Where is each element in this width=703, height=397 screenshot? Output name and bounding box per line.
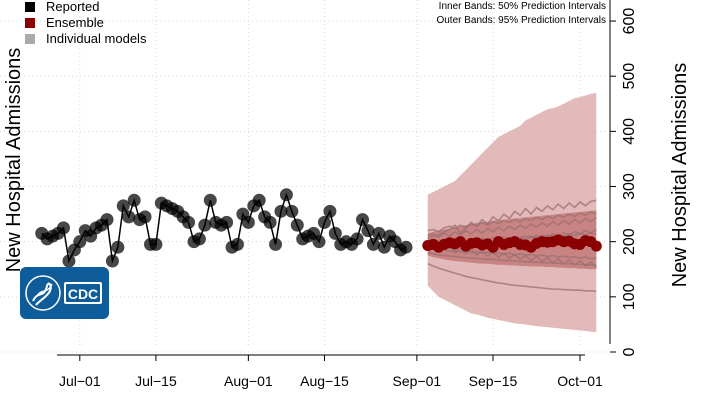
band-95 (427, 92, 597, 333)
reported-point-46 (285, 204, 299, 218)
y-tick-label-4: 400 (621, 118, 638, 145)
y-tick-label-2: 200 (621, 228, 638, 255)
reported-point-62 (372, 226, 386, 240)
reported-point-54 (328, 226, 342, 240)
band-note-outer: Outer Bands: 95% Prediction Intervals (436, 15, 606, 26)
reported-point-59 (356, 213, 370, 227)
y-tick-label-1: 100 (621, 283, 638, 310)
reported-series (35, 188, 413, 268)
reported-point-60 (361, 224, 375, 238)
x-tick-label-3: Aug−15 (300, 373, 349, 389)
legend-label-reported: Reported (46, 0, 99, 14)
reported-point-40 (252, 193, 266, 207)
reported-point-31 (203, 193, 217, 207)
ensemble-point-31 (590, 240, 602, 252)
reported-point-63 (377, 240, 391, 254)
x-tick-label-5: Sep−15 (469, 373, 518, 389)
y-tick-label-0: 0 (621, 347, 638, 356)
y-tick-label-6: 600 (621, 8, 638, 35)
prediction-bands (427, 92, 597, 333)
legend-swatch-individual-models (25, 34, 35, 44)
reported-point-30 (198, 218, 212, 232)
reported-point-13 (105, 254, 119, 268)
reported-point-7 (73, 235, 87, 249)
x-tick-label-4: Sep−01 (393, 373, 442, 389)
y-axis-ticks: 0 100 200 300 400 500 600 (610, 8, 638, 356)
individual-model-line-2 (427, 251, 597, 267)
cdc-logo-text: CDC (68, 286, 98, 302)
y-axis-label-left: New Hospital Admissions (3, 48, 25, 273)
x-tick-label-6: Oct−01 (557, 373, 603, 389)
individual-model-line-3 (427, 263, 597, 293)
reported-point-67 (399, 240, 413, 254)
individual-model-line-8 (427, 243, 597, 268)
x-tick-label-2: Aug−01 (224, 373, 273, 389)
reported-point-16 (122, 210, 136, 224)
legend-label-ensemble: Ensemble (46, 15, 104, 30)
individual-model-line-7 (427, 216, 597, 239)
reported-point-43 (269, 237, 283, 251)
reported-point-36 (230, 237, 244, 251)
legend-label-individual-models: Individual models (46, 31, 147, 46)
reported-point-38 (241, 215, 255, 229)
reported-point-42 (263, 215, 277, 229)
reported-point-51 (312, 235, 326, 249)
reported-point-58 (350, 232, 364, 246)
y-tick-label-3: 300 (621, 173, 638, 200)
reported-point-17 (127, 193, 141, 207)
x-tick-label-1: Jul−15 (135, 373, 177, 389)
reported-point-61 (366, 237, 380, 251)
reported-point-52 (317, 215, 331, 229)
reported-point-45 (279, 188, 293, 202)
reported-point-27 (182, 215, 196, 229)
reported-point-21 (149, 237, 163, 251)
legend: Reported Ensemble Individual models (25, 0, 147, 46)
reported-point-12 (100, 213, 114, 227)
reported-point-29 (192, 232, 206, 246)
reported-point-47 (290, 218, 304, 232)
reported-point-14 (111, 240, 125, 254)
legend-swatch-ensemble (25, 18, 35, 28)
x-axis-ticks: Jul−01 Jul−15 Aug−01 Aug−15 Sep−01 Sep−15 Oct−… (59, 355, 603, 389)
reported-point-44 (274, 204, 288, 218)
y-tick-label-5: 500 (621, 63, 638, 90)
y-axis-label-right: New Hospital Admissions (669, 63, 691, 288)
reported-point-19 (138, 210, 152, 224)
reported-point-34 (220, 215, 234, 229)
band-note-inner: Inner Bands: 50% Prediction Intervals (439, 1, 606, 12)
individual-model-line-6 (427, 248, 597, 260)
individual-model-line-4 (427, 199, 597, 240)
reported-point-53 (323, 204, 337, 218)
cdc-logo: CDC (20, 267, 109, 319)
reported-point-4 (56, 221, 70, 235)
ensemble-series (422, 234, 602, 253)
legend-swatch-reported (25, 2, 35, 12)
x-tick-label-0: Jul−01 (59, 373, 101, 389)
reported-point-5 (62, 254, 76, 268)
reported-point-15 (116, 199, 130, 213)
individual-model-lines (427, 199, 597, 293)
